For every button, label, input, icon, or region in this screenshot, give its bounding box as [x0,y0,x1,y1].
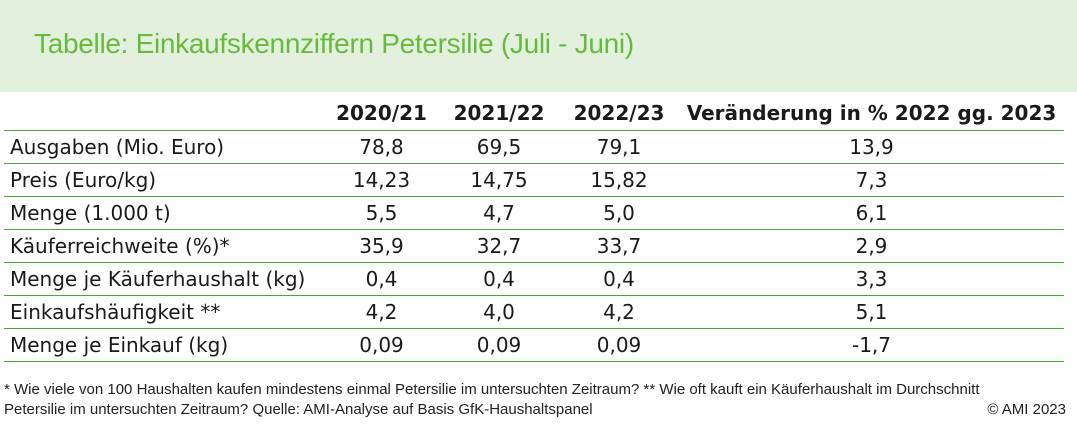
table-row: Menge je Einkauf (kg) 0,09 0,09 0,09 -1,… [4,328,1064,362]
row-label: Menge je Käuferhaushalt (kg) [4,262,324,296]
footnote-line-2: Petersilie im untersuchten Zeitraum? Que… [4,401,593,418]
table-cell: 3,3 [679,262,1064,296]
row-label: Preis (Euro/kg) [4,163,324,197]
table-cell: 5,5 [324,196,439,230]
row-label: Einkaufshäufigkeit ** [4,295,324,329]
table-cell: 14,23 [324,163,439,197]
table-cell: 32,7 [439,229,559,263]
table-row: Einkaufshäufigkeit ** 4,2 4,0 4,2 5,1 [4,295,1064,329]
column-header-label [4,96,324,131]
table-cell: 4,2 [324,295,439,329]
column-header-2020-21: 2020/21 [324,96,439,131]
table-row: Preis (Euro/kg) 14,23 14,75 15,82 7,3 [4,163,1064,197]
table-cell: 4,0 [439,295,559,329]
column-header-change: Veränderung in % 2022 gg. 2023 [679,96,1064,131]
row-label: Menge (1.000 t) [4,196,324,230]
table-cell: 6,1 [679,196,1064,230]
row-label: Menge je Einkauf (kg) [4,328,324,362]
table-row: Käuferreichweite (%)* 35,9 32,7 33,7 2,9 [4,229,1064,263]
footnote-line-1: * Wie viele von 100 Haushalten kaufen mi… [4,381,980,398]
table-cell: 7,3 [679,163,1064,197]
table-cell: 0,4 [439,262,559,296]
table-cell: 78,8 [324,130,439,164]
table-cell: 0,09 [324,328,439,362]
row-label: Ausgaben (Mio. Euro) [4,130,324,164]
table-row: Menge je Käuferhaushalt (kg) 0,4 0,4 0,4… [4,262,1064,296]
table-cell: 79,1 [559,130,679,164]
table-cell: 0,4 [324,262,439,296]
table-cell: 69,5 [439,130,559,164]
table-cell: 5,0 [559,196,679,230]
column-header-2022-23: 2022/23 [559,96,679,131]
data-table: 2020/21 2021/22 2022/23 Veränderung in %… [4,96,1064,362]
table-cell: 0,4 [559,262,679,296]
copyright-notice: © AMI 2023 [987,401,1066,418]
table-row: Ausgaben (Mio. Euro) 78,8 69,5 79,1 13,9 [4,130,1064,164]
table-cell: 15,82 [559,163,679,197]
footnote: * Wie viele von 100 Haushalten kaufen mi… [4,380,1066,420]
row-label: Käuferreichweite (%)* [4,229,324,263]
table-cell: 33,7 [559,229,679,263]
footnote-line-2-wrap: Petersilie im untersuchten Zeitraum? Que… [4,400,1066,420]
table-cell: 4,2 [559,295,679,329]
column-header-2021-22: 2021/22 [439,96,559,131]
table-cell: 0,09 [439,328,559,362]
page-title: Tabelle: Einkaufskennziffern Petersilie … [34,28,634,59]
table-cell: 13,9 [679,130,1064,164]
table-row: Menge (1.000 t) 5,5 4,7 5,0 6,1 [4,196,1064,230]
table-cell: 14,75 [439,163,559,197]
table-cell: 0,09 [559,328,679,362]
table-header-row: 2020/21 2021/22 2022/23 Veränderung in %… [4,96,1064,131]
table-cell: 2,9 [679,229,1064,263]
title-banner: Tabelle: Einkaufskennziffern Petersilie … [0,0,1077,92]
table-cell: -1,7 [679,328,1064,362]
table-cell: 4,7 [439,196,559,230]
table-cell: 5,1 [679,295,1064,329]
table-cell: 35,9 [324,229,439,263]
